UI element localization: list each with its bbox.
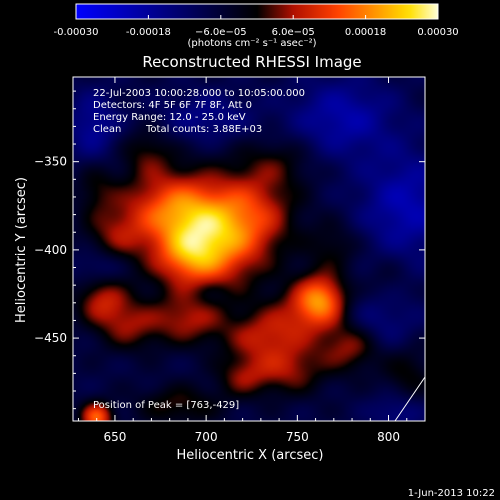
axis-ticks: 650 700 750 800 −350 −400 −450 [34, 77, 426, 444]
colorbar-tick-label: 0.00030 [417, 27, 458, 38]
colorbar-gradient [75, 3, 439, 20]
annotation-peak-position: Position of Peak = [763,-429] [93, 400, 239, 411]
colorbar-tick-label: -0.00030 [54, 27, 99, 38]
annotation-detectors: Detectors: 4F 5F 6F 7F 8F, Att 0 [93, 100, 252, 111]
colorbar-tick-label: -0.00018 [126, 27, 171, 38]
colorbar-tick-label: 6.0e−05 [272, 27, 315, 38]
plot-frame [72, 76, 426, 422]
colorbar-tick-label: −6.0e−05 [195, 27, 247, 38]
colorbar-tick-label: 0.00018 [345, 27, 386, 38]
footer-date: 1-Jun-2013 10:22 [408, 488, 495, 499]
annotation-clean: Clean [93, 124, 121, 135]
annotation-time-range: 22-Jul-2003 10:00:28.000 to 10:05:00.000 [93, 88, 305, 99]
annotation-block: 22-Jul-2003 10:00:28.000 to 10:05:00.000… [93, 88, 305, 411]
x-tick-label: 650 [103, 430, 126, 444]
annotation-total-counts: Total counts: 3.88E+03 [145, 124, 262, 135]
limb-line [394, 376, 426, 422]
annotation-energy-range: Energy Range: 12.0 - 25.0 keV [93, 112, 246, 123]
y-tick-label: −350 [34, 155, 67, 169]
y-tick-label: −400 [34, 243, 67, 257]
y-tick-label: −450 [34, 331, 67, 345]
x-tick-label: 700 [195, 430, 218, 444]
colorbar-units: (photons cm⁻² s⁻¹ asec⁻²) [187, 38, 316, 49]
y-axis-label: Heliocentric Y (arcsec) [14, 177, 29, 323]
x-axis-label: Heliocentric X (arcsec) [177, 448, 324, 463]
x-tick-label: 800 [377, 430, 400, 444]
colorbar: -0.00030 -0.00018 −6.0e−05 6.0e−05 0.00018 0.… [54, 3, 459, 38]
chart-title: Reconstructed RHESSI Image [142, 53, 361, 71]
x-tick-label: 750 [286, 430, 309, 444]
image-panel [72, 76, 426, 422]
heatmap-image [73, 77, 425, 421]
